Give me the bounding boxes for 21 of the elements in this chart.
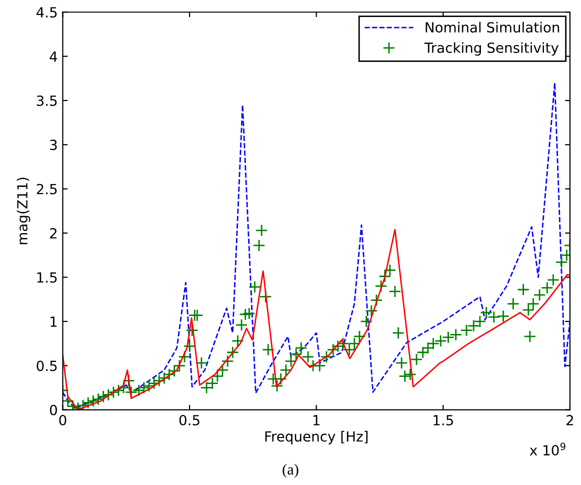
- y-tick-label: 3.5: [36, 95, 57, 106]
- text: (a): [282, 464, 298, 478]
- y-tick-label: 4: [50, 51, 58, 62]
- x-tick-label: 0.5: [179, 414, 200, 426]
- y-tick-label: 4.5: [36, 7, 57, 18]
- y-tick-label: 1.5: [37, 272, 57, 283]
- y-tick-label: 3: [50, 140, 57, 150]
- y-tick-label: 2: [50, 228, 56, 238]
- x-tick-label: 2: [566, 414, 573, 426]
- y-tick-label: 2.5: [36, 184, 57, 194]
- y-tick-label: 0.5: [36, 360, 57, 372]
- x-tick-label: 1: [313, 415, 320, 426]
- legend-label: Tracking Sensitivity: [424, 42, 559, 56]
- y-tick-label: 0: [50, 404, 57, 416]
- x-tick-label: 0: [59, 414, 66, 426]
- x-axis-title: Frequency [Hz]: [265, 430, 368, 444]
- x-tick-label: 1.5: [434, 415, 453, 426]
- legend-label: Nominal Simulation: [426, 22, 560, 33]
- y-axis-title: mag(Z11): [16, 178, 30, 244]
- y-tick-label: 1: [50, 316, 57, 327]
- text: x 10$^{9}$: [530, 442, 566, 456]
